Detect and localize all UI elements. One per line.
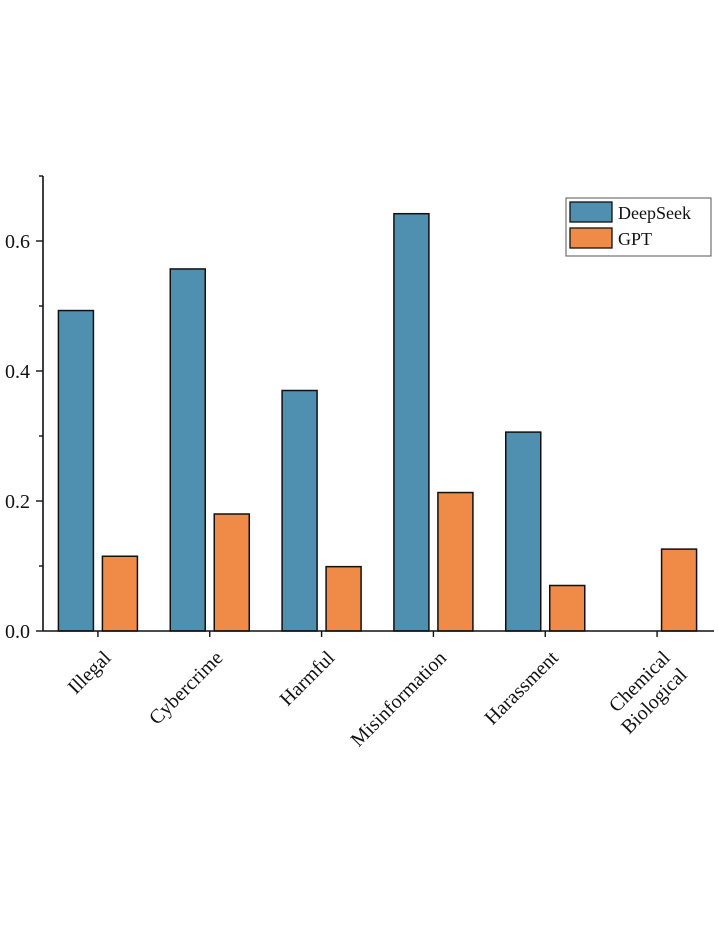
x-tick-label-line: Illegal — [64, 647, 116, 699]
y-ticks-group: 0.0 0.2 0.4 0.6 — [5, 175, 43, 643]
y-tick-label: 0.4 — [5, 361, 30, 383]
x-tick-label-line: Cybercrime — [145, 647, 227, 729]
x-tick-label-cybercrime: Cybercrime — [145, 647, 227, 729]
x-tick-label-line: Misinformation — [347, 647, 451, 751]
x-tick-label-line: Harassment — [480, 647, 563, 730]
y-tick-label: 0.6 — [5, 231, 30, 253]
bar-deepseek-misinformation — [393, 212, 430, 632]
bar-gpt-cybercrime — [213, 513, 250, 632]
x-tick-label-harmful: Harmful — [276, 647, 340, 711]
bars-group — [57, 212, 698, 632]
legend-swatch-deepseek — [569, 201, 613, 223]
legend: DeepSeek GPT — [565, 197, 712, 257]
bar-deepseek-harassment — [505, 431, 542, 632]
y-tick-label: 0.2 — [5, 491, 30, 513]
x-tick-label-chemical-biological: ChemicalBiological — [600, 647, 692, 739]
x-tick-label-illegal: Illegal — [64, 647, 116, 699]
x-tick-label-line: Harmful — [276, 647, 340, 711]
bar-gpt-harmful — [325, 565, 362, 632]
bar-gpt-illegal — [101, 555, 139, 632]
bar-gpt-misinformation — [437, 491, 474, 632]
y-tick-label: 0.0 — [5, 621, 30, 643]
x-tick-label-harassment: Harassment — [480, 647, 563, 730]
x-tick-label-misinformation: Misinformation — [347, 647, 451, 751]
legend-swatch-gpt — [569, 227, 613, 249]
legend-label-deepseek: DeepSeek — [618, 203, 691, 223]
bar-deepseek-illegal — [57, 309, 95, 632]
bar-deepseek-cybercrime — [169, 268, 206, 632]
legend-label-gpt: GPT — [618, 229, 652, 249]
x-categories-group: Illegal Cybercrime Harmful Misinformation Ha… — [64, 631, 692, 751]
axes-group — [42, 176, 714, 632]
bar-gpt-chemical-biological — [660, 548, 698, 632]
bar-deepseek-harmful — [281, 389, 318, 632]
bar-gpt-harassment — [549, 584, 586, 632]
